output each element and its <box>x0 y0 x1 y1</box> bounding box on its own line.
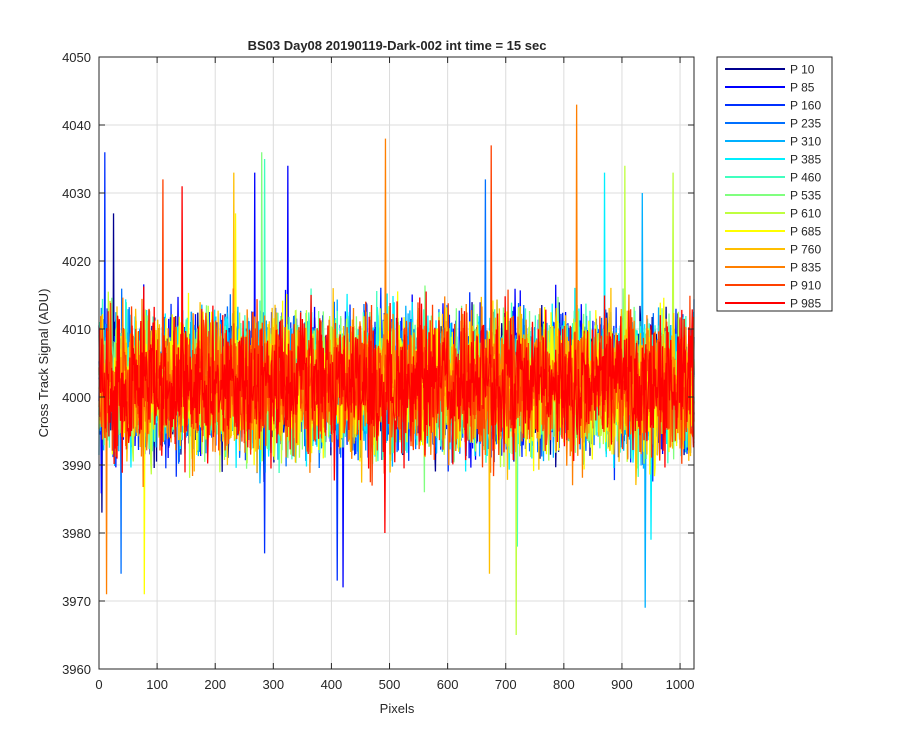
legend-label: P 985 <box>790 297 821 311</box>
legend-label: P 610 <box>790 207 821 221</box>
y-tick-label: 4010 <box>62 322 91 337</box>
legend-label: P 760 <box>790 243 821 257</box>
legend-label: P 235 <box>790 117 821 131</box>
legend-label: P 385 <box>790 153 821 167</box>
series-lines <box>98 104 695 636</box>
legend-label: P 160 <box>790 99 821 113</box>
x-tick-label: 200 <box>204 677 226 692</box>
y-tick-label: 4000 <box>62 390 91 405</box>
legend-label: P 85 <box>790 81 815 95</box>
legend-label: P 685 <box>790 225 821 239</box>
legend-label: P 910 <box>790 279 821 293</box>
axis-ticks: 0 100 200 300 400 500 600 700 800 900 1000 3960 3970… <box>62 50 694 692</box>
legend-label: P 460 <box>790 171 821 185</box>
y-tick-label: 3990 <box>62 458 91 473</box>
legend-label: P 535 <box>790 189 821 203</box>
x-tick-label: 300 <box>262 677 284 692</box>
y-axis-label: Cross Track Signal (ADU) <box>36 289 51 438</box>
x-tick-label: 900 <box>611 677 633 692</box>
legend-label: P 835 <box>790 261 821 275</box>
plot-box <box>98 56 695 670</box>
legend-label: P 310 <box>790 135 821 149</box>
y-tick-label: 3980 <box>62 526 91 541</box>
y-tick-label: 4050 <box>62 50 91 65</box>
y-tick-label: 3960 <box>62 662 91 677</box>
y-tick-label: 4040 <box>62 118 91 133</box>
y-tick-label: 4020 <box>62 254 91 269</box>
y-tick-label: 4030 <box>62 186 91 201</box>
x-tick-label: 400 <box>321 677 343 692</box>
chart-title: BS03 Day08 20190119-Dark-002 int time = … <box>248 38 547 53</box>
x-tick-label: 500 <box>379 677 401 692</box>
series-line-p985 <box>98 186 695 534</box>
legend-box <box>716 56 833 312</box>
x-tick-label: 700 <box>495 677 517 692</box>
legend-label: P 10 <box>790 63 815 77</box>
x-tick-label: 800 <box>553 677 575 692</box>
x-axis-label: Pixels <box>380 701 415 716</box>
legend: P 10 P 85 P 160 P 235 P 310 P 385 P 460 P 535 P … <box>716 56 833 312</box>
x-tick-label: 0 <box>95 677 102 692</box>
y-tick-label: 3970 <box>62 594 91 609</box>
x-tick-label: 600 <box>437 677 459 692</box>
x-tick-label: 100 <box>146 677 168 692</box>
x-tick-label: 1000 <box>666 677 695 692</box>
